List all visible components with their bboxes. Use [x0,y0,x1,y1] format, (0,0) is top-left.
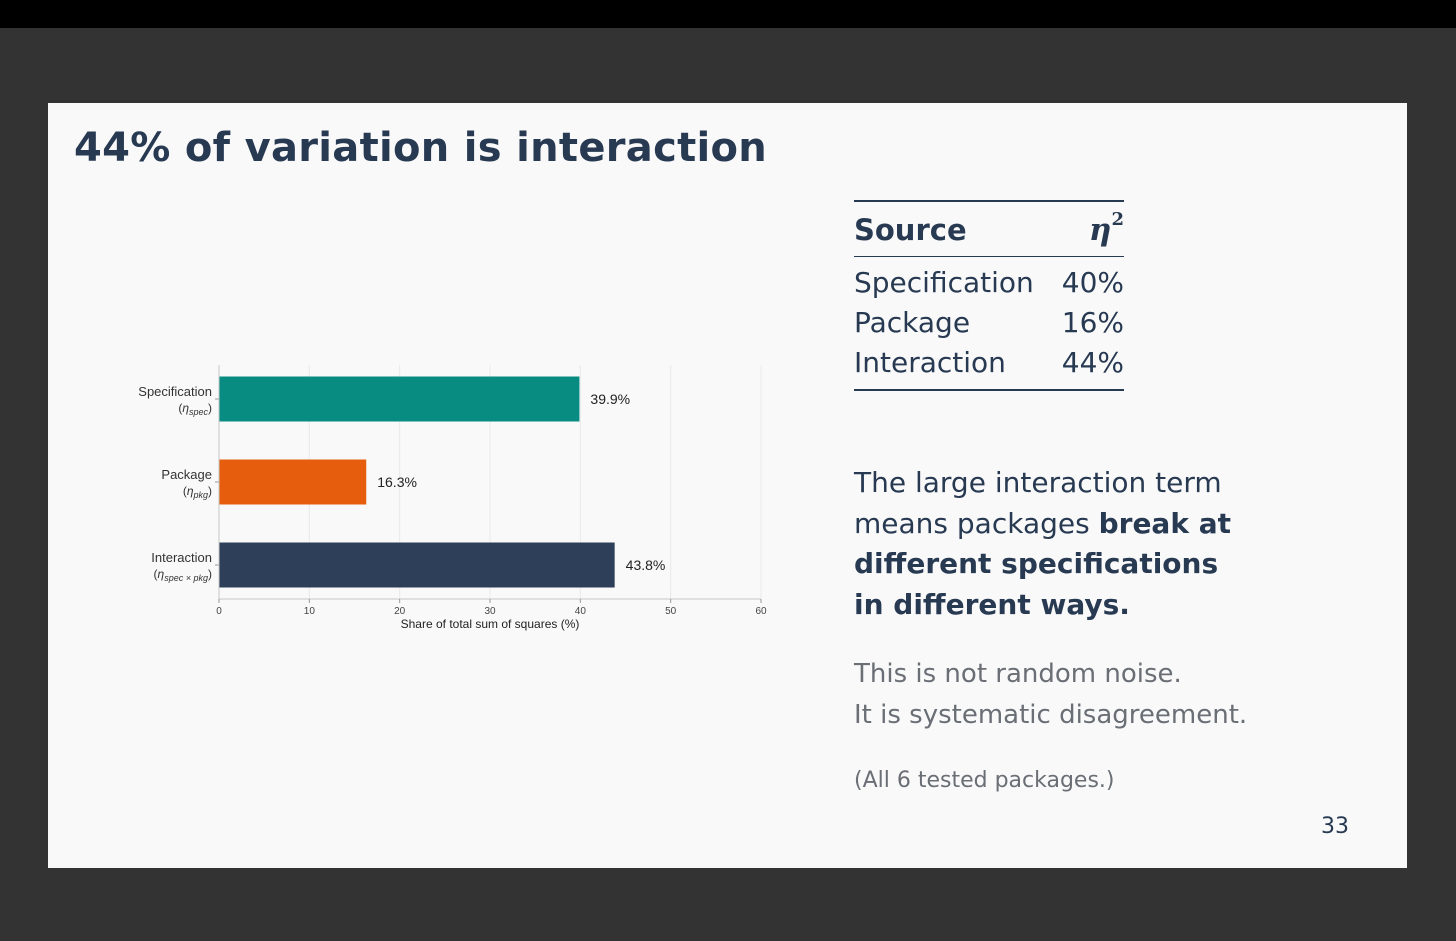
eta-exponent: 2 [1111,208,1124,230]
note-line-1: This is not random noise. [854,659,1182,689]
slide: 44% of variation is interaction 39.9% 16.… [48,103,1407,868]
explanation-text: The large interaction term means package… [854,466,1222,540]
chart-category-label: Package [161,467,212,482]
chart-x-tick-label: 20 [394,606,406,617]
table-cell-source: Interaction [854,346,1006,379]
table-cell-value: 40% [1061,266,1124,299]
chart-bars: 39.9% 16.3% 43.8% [219,376,666,588]
table-header-eta: η2 [1055,201,1124,257]
chart-category-symbol: (ηspec × pkg) [154,567,212,583]
packages-footnote: (All 6 tested packages.) [854,768,1115,793]
table-cell-source: Specification [854,266,1034,299]
table-header-row: Source η2 [854,201,1124,257]
chart-value-label: 16.3% [377,474,417,490]
table-cell-value: 16% [1061,306,1124,339]
explanation-emphasis: break at different specifications in dif… [854,506,1231,621]
eta-squared-table: Source η2 Specification 40% Package 16% … [854,200,1124,391]
bar-chart: 39.9% 16.3% 43.8% Specification (ηspec) Pack… [138,365,767,631]
table-row: Interaction 44% [854,343,1124,390]
table-header-source: Source [854,213,967,247]
table-cell-value: 44% [1061,346,1124,379]
page-number: 33 [1321,814,1349,839]
chart-x-tick-label: 60 [755,606,767,617]
chart-category-label: Specification [138,384,212,399]
table-row: Specification 40% [854,257,1124,304]
chart-x-tick-label: 30 [484,606,496,617]
chart-value-label: 39.9% [590,391,630,407]
chart-x-tick-label: 10 [304,606,316,617]
chart-bar [219,542,615,588]
chart-category-label: Interaction [151,550,212,565]
chart-x-axis-label: Share of total sum of squares (%) [401,617,580,631]
eta-symbol: η [1088,212,1112,248]
chart-x-tick-label: 40 [575,606,587,617]
note-line-2: It is systematic disagreement. [854,700,1248,730]
systematic-note: This is not random noise. It is systemati… [854,654,1247,736]
chart-x-tick-label: 50 [665,606,677,617]
table-row: Package 16% [854,303,1124,343]
chart-axes: Specification (ηspec) Package (ηpkg) Interac… [138,365,767,617]
chart-category-symbol: (ηpkg) [183,484,212,500]
chart-x-tick-label: 0 [216,606,222,617]
chart-value-label: 43.8% [626,557,666,573]
chart-category-symbol: (ηspec) [178,401,212,417]
screen-top-bar [0,0,1456,28]
chart-bar [219,376,580,422]
interaction-explanation: The large interaction term means package… [854,463,1254,625]
chart-bar [219,459,367,505]
slide-title: 44% of variation is interaction [74,125,768,171]
table-cell-source: Package [854,306,971,339]
